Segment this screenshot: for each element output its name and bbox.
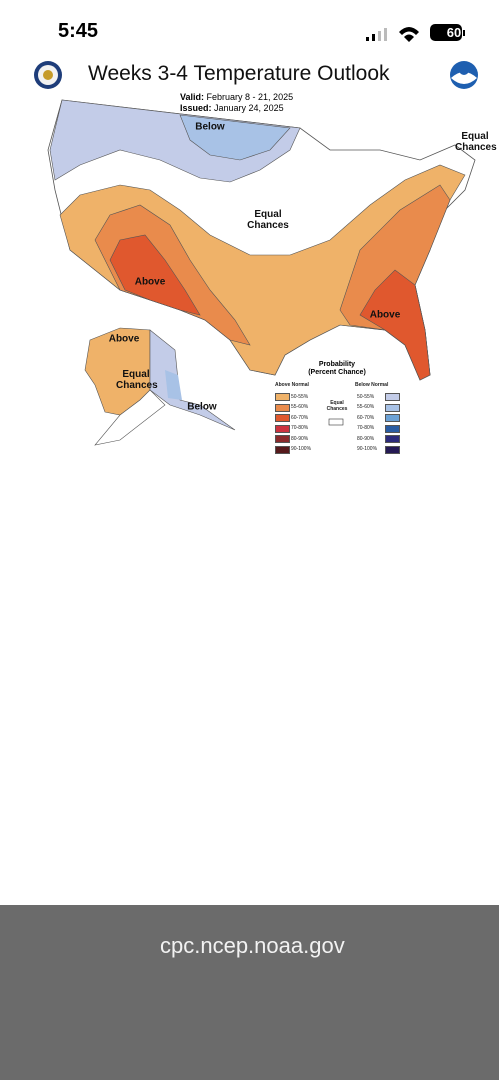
legend-range: 70-80% (357, 425, 375, 431)
legend-swatch (385, 393, 400, 401)
legend-range: 80-90% (357, 435, 375, 442)
region-label: Equal Chances (455, 131, 497, 153)
legend-swatch (275, 424, 290, 433)
issued-label: Issued: (180, 103, 212, 113)
map-title: Weeks 3-4 Temperature Outlook (88, 62, 390, 85)
legend-range: 90-100% (357, 446, 378, 452)
region-label: Above (134, 276, 166, 288)
legend-swatch (275, 403, 290, 412)
legend-swatch (385, 435, 400, 443)
valid-label: Valid: (180, 92, 205, 102)
below-header: Below Normal (355, 382, 389, 388)
browser-toolbar (0, 905, 499, 1080)
region-label: Equal Chances (116, 369, 158, 391)
status-time: 5:45 (58, 20, 99, 42)
legend-swatch (275, 435, 290, 443)
legend-swatch (275, 414, 290, 422)
legend-range: 50-55% (357, 393, 375, 400)
issued-date: January 24, 2025 (214, 103, 284, 113)
region-label: Equal Chances (247, 209, 289, 231)
legend-range: 90-100% (291, 446, 312, 452)
legend-range: 50-55% (291, 393, 309, 400)
legend-range: 55-60% (291, 404, 309, 410)
equal-label: Equal Chances (326, 400, 348, 412)
legend-swatch (275, 393, 290, 401)
legend-swatch (385, 445, 400, 454)
region-label: Below (195, 121, 225, 133)
legend-range: 60-70% (291, 414, 309, 421)
legend-range: 60-70% (357, 414, 375, 421)
battery-level: 60 (446, 25, 462, 40)
legend-range: 55-60% (357, 404, 375, 410)
above-header: Above Normal (275, 382, 309, 388)
legend-title: Probability (318, 361, 356, 368)
legend-swatch (385, 414, 400, 422)
url[interactable]: cpc.ncep.noaa.gov (160, 933, 345, 958)
legend-range: 70-80% (291, 425, 309, 431)
legend: Probability (Percent Chance) Above Norma… (272, 360, 402, 456)
region-label: Below (187, 401, 217, 413)
legend-subtitle: (Percent Chance) (308, 369, 366, 376)
legend-range: 80-90% (291, 435, 309, 442)
region-label: Above (108, 333, 140, 345)
valid-dates: February 8 - 21, 2025 (206, 92, 294, 102)
dates: Valid: February 8 - 21, 2025 Issued: Jan… (180, 92, 293, 114)
legend-swatch (385, 403, 400, 412)
legend-swatch (385, 424, 400, 433)
legend-swatch (275, 445, 290, 454)
region-label: Above (369, 309, 401, 321)
